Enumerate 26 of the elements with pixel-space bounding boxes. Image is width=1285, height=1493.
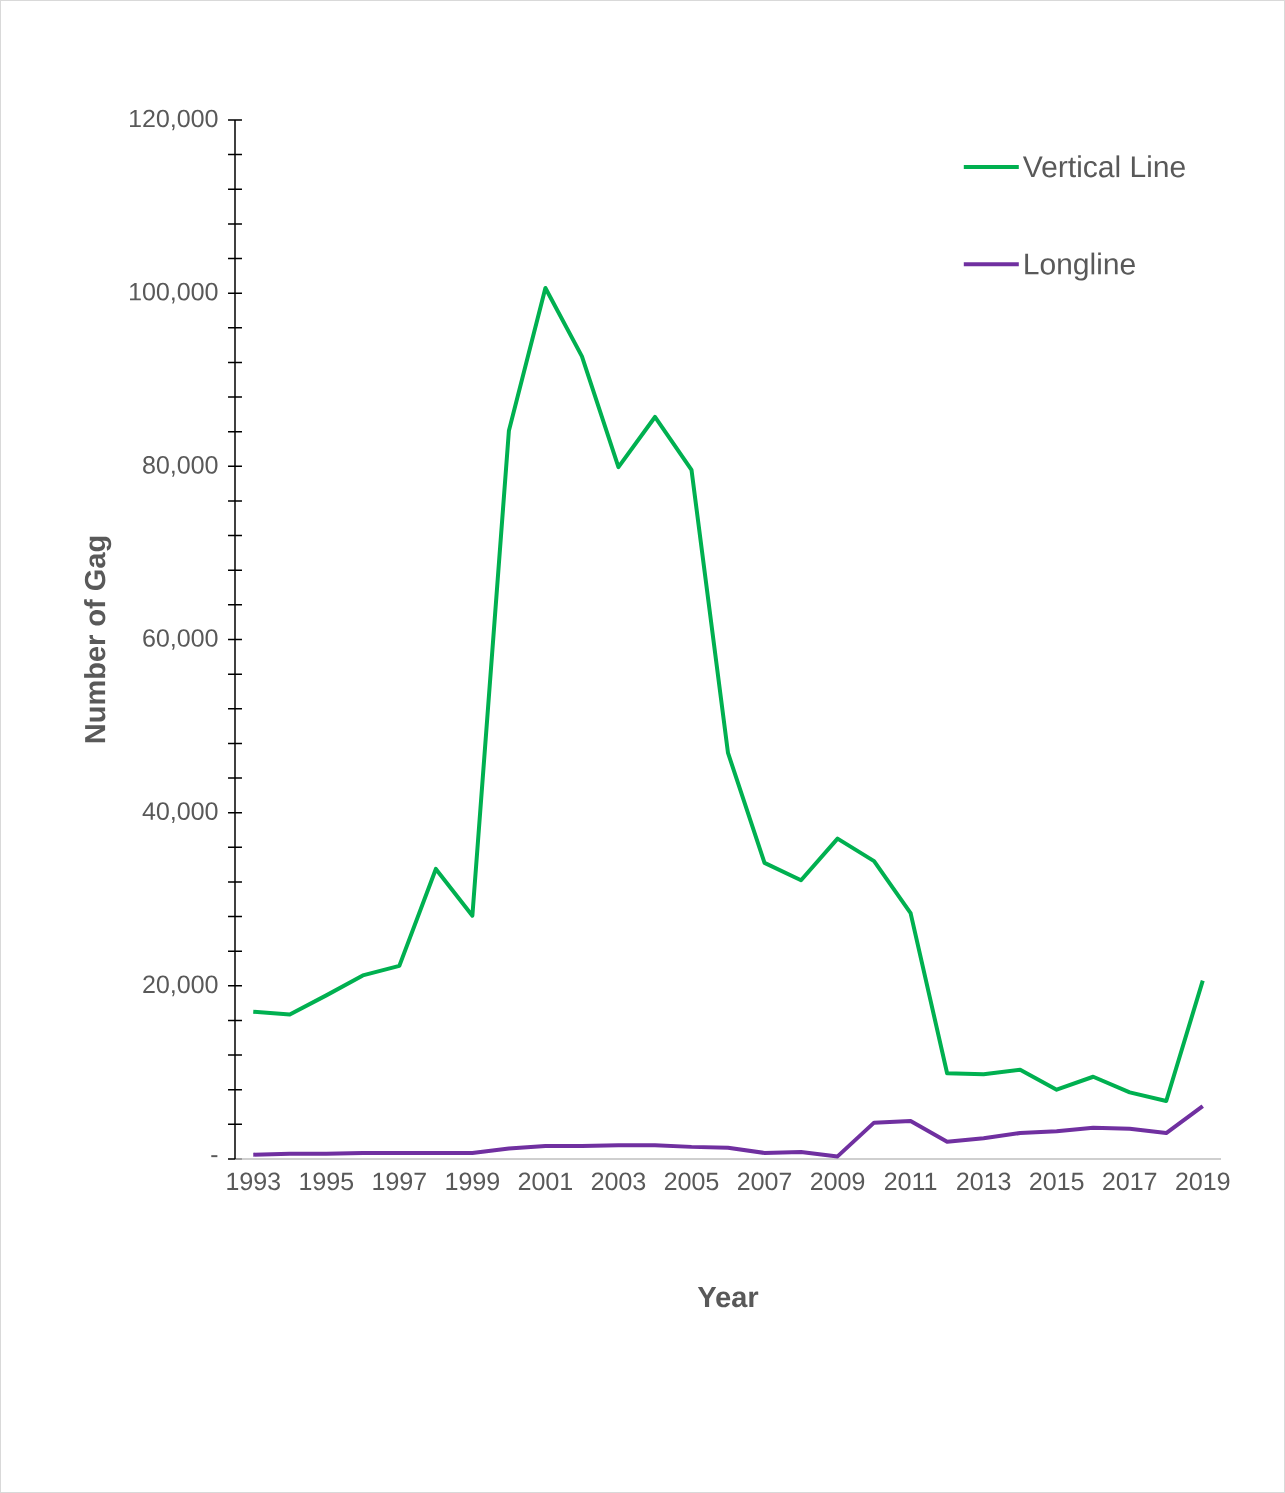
legend-label: Longline — [1025, 252, 1135, 281]
x-tick-label: 2001 — [518, 1172, 572, 1191]
x-tick-label: 1993 — [227, 1172, 280, 1191]
x-tick-label: 1999 — [446, 1172, 499, 1191]
y-tick-label: 120,000 — [130, 109, 218, 131]
legend-label: Vertical Line — [1022, 155, 1185, 178]
x-tick-label: 2003 — [591, 1172, 646, 1191]
y-tick-label: 80,000 — [143, 456, 218, 477]
x-tick-label: 2015 — [1030, 1172, 1084, 1191]
x-axis-title: Year — [697, 1287, 759, 1308]
x-tick-label: 2013 — [957, 1172, 1011, 1191]
x-tick-label: 1997 — [373, 1172, 426, 1191]
y-tick-label: 60,000 — [143, 629, 218, 650]
y-tick-label: 40,000 — [142, 802, 218, 823]
x-tick-label: 2019 — [1176, 1172, 1230, 1191]
y-tick-label: 100,000 — [130, 282, 218, 304]
x-tick-label: 2007 — [737, 1172, 792, 1191]
y-axis-title: Number of Gag — [84, 536, 112, 743]
line-series — [251, 285, 1205, 1103]
y-tick-label: 20,000 — [143, 975, 218, 997]
x-tick-label: 2005 — [664, 1172, 719, 1191]
x-tick-label: 2017 — [1103, 1172, 1157, 1191]
y-tick-label: - — [211, 1155, 218, 1158]
x-tick-label: 2009 — [811, 1172, 865, 1191]
x-tick-label: 1995 — [300, 1172, 354, 1191]
x-tick-label: 2011 — [884, 1172, 937, 1191]
